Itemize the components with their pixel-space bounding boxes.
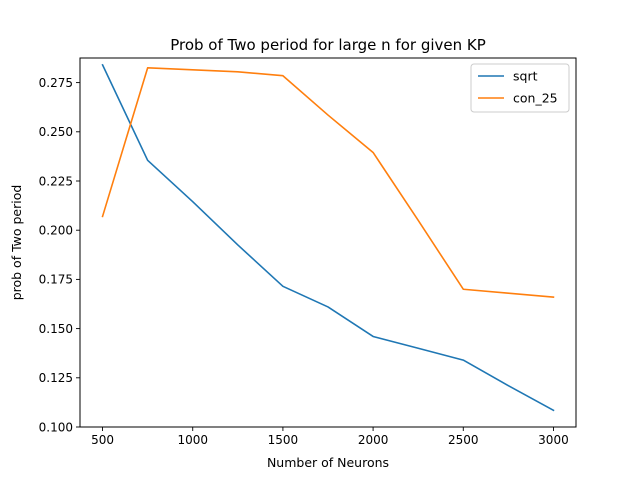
y-tick-label: 0.150 xyxy=(39,322,73,336)
x-tick-label: 3000 xyxy=(538,433,569,447)
y-tick-label: 0.100 xyxy=(39,420,73,434)
series-line-0 xyxy=(101,63,555,412)
y-tick-label: 0.125 xyxy=(39,371,73,385)
x-tick-label: 500 xyxy=(91,433,114,447)
x-tick-label: 2500 xyxy=(448,433,479,447)
legend: sqrt con_25 xyxy=(470,63,570,113)
y-axis-label: prob of Two period xyxy=(9,185,24,301)
y-tick-label: 0.175 xyxy=(39,273,73,287)
axes-frame xyxy=(79,57,577,428)
x-tick-label: 1500 xyxy=(268,433,299,447)
axis-ticks: 500 1000 1500 2000 2500 3000 0.100 0.125 0.150 0.… xyxy=(39,76,569,447)
y-tick-label: 0.275 xyxy=(39,76,73,90)
x-tick-label: 1000 xyxy=(177,433,208,447)
y-tick-label: 0.200 xyxy=(39,224,73,238)
y-tick-label: 0.250 xyxy=(39,125,73,139)
x-axis-label: Number of Neurons xyxy=(267,455,389,470)
plot-area xyxy=(101,63,555,412)
x-tick-label: 2000 xyxy=(358,433,389,447)
legend-label: con_25 xyxy=(513,91,558,106)
chart-title: Prob of Two period for large n for given… xyxy=(170,36,486,54)
series-line-1 xyxy=(101,67,555,298)
legend-label: sqrt xyxy=(513,69,538,84)
y-tick-label: 0.225 xyxy=(39,174,73,188)
